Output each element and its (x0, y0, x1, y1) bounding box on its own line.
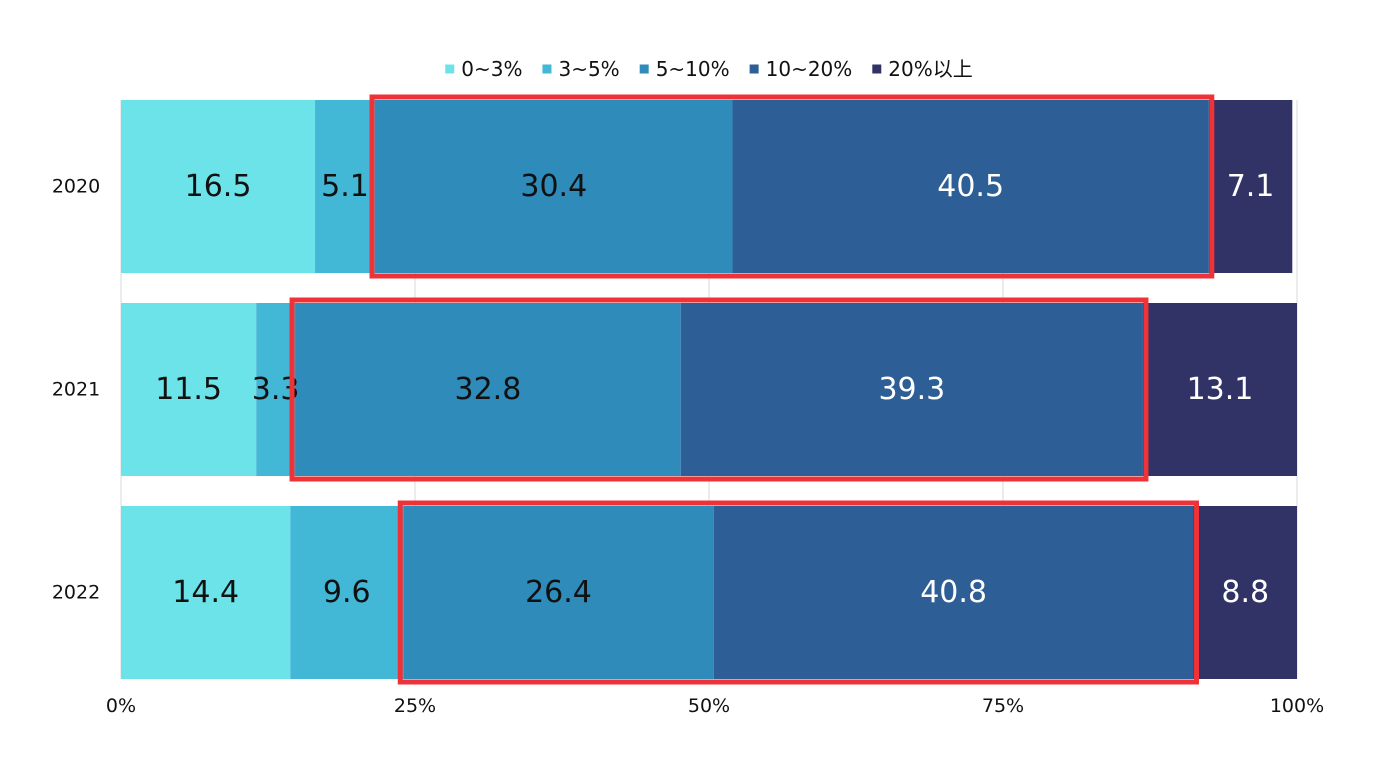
bars (121, 100, 1297, 679)
legend-label-0: 0~3% (461, 57, 522, 81)
highlight-box-2022 (397, 500, 1200, 685)
legend-marker-1 (542, 64, 552, 74)
bar-2021-series-1 (256, 303, 296, 476)
legend-label-1: 3~5% (558, 57, 619, 81)
y-tick-label-2020: 2020 (52, 176, 100, 198)
data-label-2022-series-3: 40.8 (920, 575, 987, 610)
legend-item-4: 20%以上 (872, 57, 973, 81)
y-tick-label-2022: 2022 (52, 582, 100, 604)
bar-2022-series-0 (121, 506, 291, 679)
bar-2021-series-4 (1142, 303, 1297, 476)
legend-marker-2 (639, 64, 649, 74)
x-tick-label-3: 75% (982, 695, 1024, 717)
legend-item-0: 0~3% (445, 57, 522, 81)
legend-item-1: 3~5% (542, 57, 620, 81)
data-label-2021-series-3: 39.3 (878, 372, 945, 407)
legend-marker-3 (749, 64, 759, 74)
bar-2021-series-0 (121, 303, 257, 476)
legend-label-2: 5~10% (656, 57, 730, 81)
data-label-2020-series-4: 7.1 (1227, 169, 1275, 204)
legend-marker-0 (445, 64, 455, 74)
highlight-box-2021 (289, 297, 1149, 482)
bar-2020-series-1 (315, 100, 376, 273)
bar-2022-series-1 (290, 506, 404, 679)
data-label-2020-series-3: 40.5 (937, 169, 1004, 204)
bar-2022-series-2 (403, 506, 714, 679)
bar-2020-series-3 (732, 100, 1209, 273)
data-label-2020-series-1: 5.1 (321, 169, 369, 204)
x-tick-label-0: 0% (106, 695, 136, 717)
bar-2020-series-2 (375, 100, 733, 273)
bar-2020-series-0 (121, 100, 316, 273)
legend-label-4: 20%以上 (888, 57, 972, 81)
data-label-2022-series-1: 9.6 (323, 575, 371, 610)
legend: 0~3% 3~5% 5~10% 10~20% 20%以上 (445, 57, 973, 81)
x-tick-label-2: 50% (688, 695, 730, 717)
data-label-2021-series-2: 32.8 (455, 372, 522, 407)
bar-2022-series-4 (1193, 506, 1297, 679)
data-label-2021-series-0: 11.5 (155, 372, 222, 407)
highlight-boxes (289, 94, 1215, 685)
bar-2021-series-3 (680, 303, 1143, 476)
y-tick-label-2021: 2021 (52, 379, 100, 401)
legend-item-2: 5~10% (639, 57, 730, 81)
x-tick-label-1: 25% (394, 695, 436, 717)
axis-labels: 2020 2021 2022 0% 25% 50% 75% 100% (52, 176, 1324, 718)
data-label-2020-series-0: 16.5 (185, 169, 252, 204)
x-tick-label-4: 100% (1270, 695, 1324, 717)
bar-2021-series-2 (295, 303, 681, 476)
data-label-2022-series-4: 8.8 (1221, 575, 1269, 610)
legend-label-3: 10~20% (766, 57, 853, 81)
bar-2020-series-4 (1208, 100, 1293, 273)
data-label-2021-series-4: 13.1 (1187, 372, 1254, 407)
highlight-box-2020 (369, 94, 1215, 279)
legend-marker-4 (872, 64, 882, 74)
data-label-2022-series-0: 14.4 (172, 575, 239, 610)
data-label-2020-series-2: 30.4 (520, 169, 587, 204)
data-label-2022-series-2: 26.4 (525, 575, 592, 610)
bar-2022-series-3 (713, 506, 1194, 679)
legend-item-3: 10~20% (749, 57, 853, 81)
